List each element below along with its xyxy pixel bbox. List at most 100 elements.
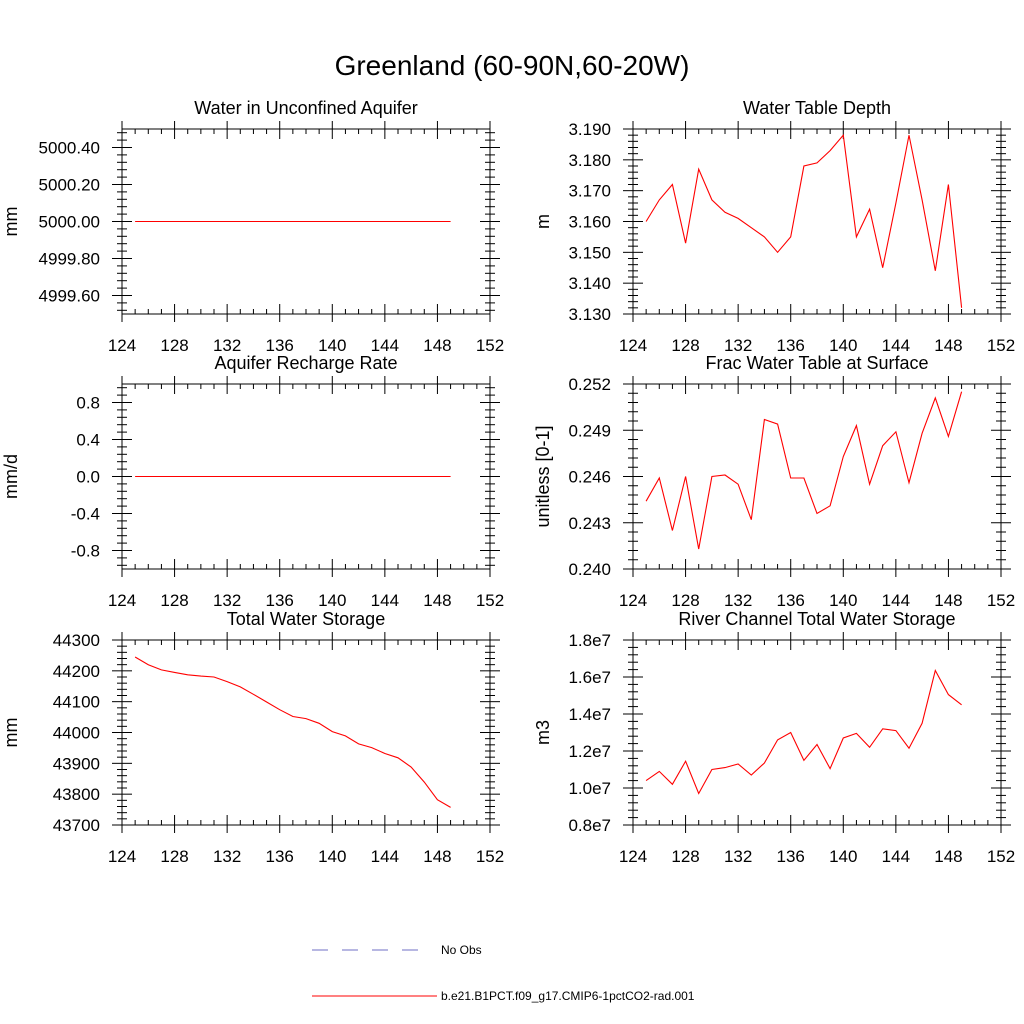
y-tick-label: -0.8 — [71, 542, 100, 561]
y-tick-label: 1.4e7 — [568, 705, 611, 724]
panel-frac-water-table-at-surface: Frac Water Table at Surface 124 128 132 136 1… — [533, 353, 1015, 610]
x-tick-label: 144 — [371, 336, 399, 355]
x-tick-label: 152 — [987, 591, 1015, 610]
series-line — [134, 656, 451, 808]
plot-frame — [121, 639, 491, 826]
x-tick-label: 140 — [318, 591, 346, 610]
y-tick-label: 1.2e7 — [568, 742, 611, 761]
y-tick-label: 3.170 — [568, 182, 611, 201]
x-tick-label: 148 — [423, 336, 451, 355]
y-axis-label: mm/d — [1, 454, 21, 499]
x-tick-label: 152 — [476, 336, 504, 355]
y-tick-label: 3.130 — [568, 305, 611, 324]
panel-title: River Channel Total Water Storage — [678, 609, 955, 629]
y-axis-label: mm — [1, 718, 21, 748]
y-tick-label: 1.6e7 — [568, 668, 611, 687]
y-axis-label: m — [533, 214, 553, 229]
x-tick-label: 132 — [724, 847, 752, 866]
x-tick-label: 128 — [160, 591, 188, 610]
x-tick-label: 128 — [160, 336, 188, 355]
panel-river-channel-total-water-storage: River Channel Total Water Storage 124 128 1… — [533, 609, 1015, 866]
y-tick-label: 43900 — [53, 754, 100, 773]
y-tick-label: 44300 — [53, 631, 100, 650]
x-tick-label: 140 — [318, 847, 346, 866]
y-tick-label: 0.246 — [568, 468, 611, 487]
y-tick-label: 5000.40 — [39, 139, 100, 158]
x-tick-label: 124 — [619, 847, 647, 866]
y-axis-label: unitless [0-1] — [533, 425, 553, 527]
x-tick-label: 144 — [882, 847, 910, 866]
series-line — [645, 133, 963, 308]
y-tick-label: 3.190 — [568, 120, 611, 139]
series-line — [645, 668, 962, 795]
x-tick-label: 140 — [829, 336, 857, 355]
x-tick-label: 152 — [987, 336, 1015, 355]
panel-title: Water Table Depth — [743, 98, 891, 118]
x-tick-label: 132 — [213, 847, 241, 866]
y-tick-label: 5000.20 — [39, 176, 100, 195]
y-tick-label: 43700 — [53, 816, 100, 835]
y-axis-label: m3 — [533, 720, 553, 745]
y-tick-label: 0.249 — [568, 421, 611, 440]
x-tick-label: 136 — [777, 591, 805, 610]
x-tick-label: 132 — [724, 336, 752, 355]
y-tick-label: 4999.80 — [39, 250, 100, 269]
x-tick-label: 132 — [724, 591, 752, 610]
y-tick-label: 0.252 — [568, 375, 611, 394]
x-tick-label: 136 — [266, 847, 294, 866]
y-tick-label: 43800 — [53, 785, 100, 804]
y-tick-label: 3.140 — [568, 274, 611, 293]
x-tick-label: 128 — [160, 847, 188, 866]
x-tick-label: 144 — [882, 591, 910, 610]
y-tick-label: 44200 — [53, 662, 100, 681]
x-tick-label: 152 — [987, 847, 1015, 866]
x-tick-label: 124 — [108, 591, 136, 610]
legend: No Obs b.e21.B1PCT.f09_g17.CMIP6-1pctCO2… — [312, 943, 695, 1003]
legend-model-label: b.e21.B1PCT.f09_g17.CMIP6-1pctCO2-rad.00… — [441, 989, 695, 1003]
figure-title: Greenland (60-90N,60-20W) — [334, 50, 690, 81]
x-tick-label: 148 — [934, 847, 962, 866]
y-tick-label: 3.150 — [568, 243, 611, 262]
x-tick-label: 132 — [213, 336, 241, 355]
plot-frame — [632, 639, 1002, 826]
x-tick-label: 136 — [266, 336, 294, 355]
legend-no-obs-label: No Obs — [441, 943, 482, 957]
panel-title: Aquifer Recharge Rate — [214, 353, 397, 373]
x-tick-label: 148 — [423, 847, 451, 866]
x-tick-label: 132 — [213, 591, 241, 610]
x-tick-label: 144 — [882, 336, 910, 355]
x-tick-label: 124 — [619, 336, 647, 355]
series-line — [645, 391, 963, 550]
x-tick-label: 148 — [934, 591, 962, 610]
x-tick-label: 140 — [829, 847, 857, 866]
x-tick-label: 124 — [108, 847, 136, 866]
x-tick-label: 128 — [671, 591, 699, 610]
x-tick-label: 144 — [371, 847, 399, 866]
x-tick-label: 148 — [934, 336, 962, 355]
panel-title: Water in Unconfined Aquifer — [194, 98, 417, 118]
y-tick-label: 3.180 — [568, 151, 611, 170]
x-tick-label: 144 — [371, 591, 399, 610]
x-tick-label: 152 — [476, 591, 504, 610]
panel-aquifer-recharge-rate: Aquifer Recharge Rate 124 128 132 136 140 144 1… — [1, 353, 504, 610]
y-tick-label: 0.4 — [76, 431, 100, 450]
x-tick-label: 152 — [476, 847, 504, 866]
x-tick-label: 140 — [829, 591, 857, 610]
x-tick-label: 128 — [671, 847, 699, 866]
y-tick-label: 1.8e7 — [568, 631, 611, 650]
y-tick-label: 0.8e7 — [568, 816, 611, 835]
y-tick-label: 0.240 — [568, 560, 611, 579]
y-tick-label: 44100 — [53, 693, 100, 712]
y-tick-label: 3.160 — [568, 213, 611, 232]
x-tick-label: 124 — [619, 591, 647, 610]
x-tick-label: 136 — [266, 591, 294, 610]
y-tick-label: 1.0e7 — [568, 779, 611, 798]
plot-frame — [632, 128, 1002, 315]
x-tick-label: 128 — [671, 336, 699, 355]
x-tick-label: 136 — [777, 847, 805, 866]
y-tick-label: 5000.00 — [39, 213, 100, 232]
x-tick-label: 124 — [108, 336, 136, 355]
y-axis-label: mm — [1, 207, 21, 237]
panel-water-table-depth: Water Table Depth 124 128 132 136 140 144 148 15… — [533, 98, 1015, 355]
